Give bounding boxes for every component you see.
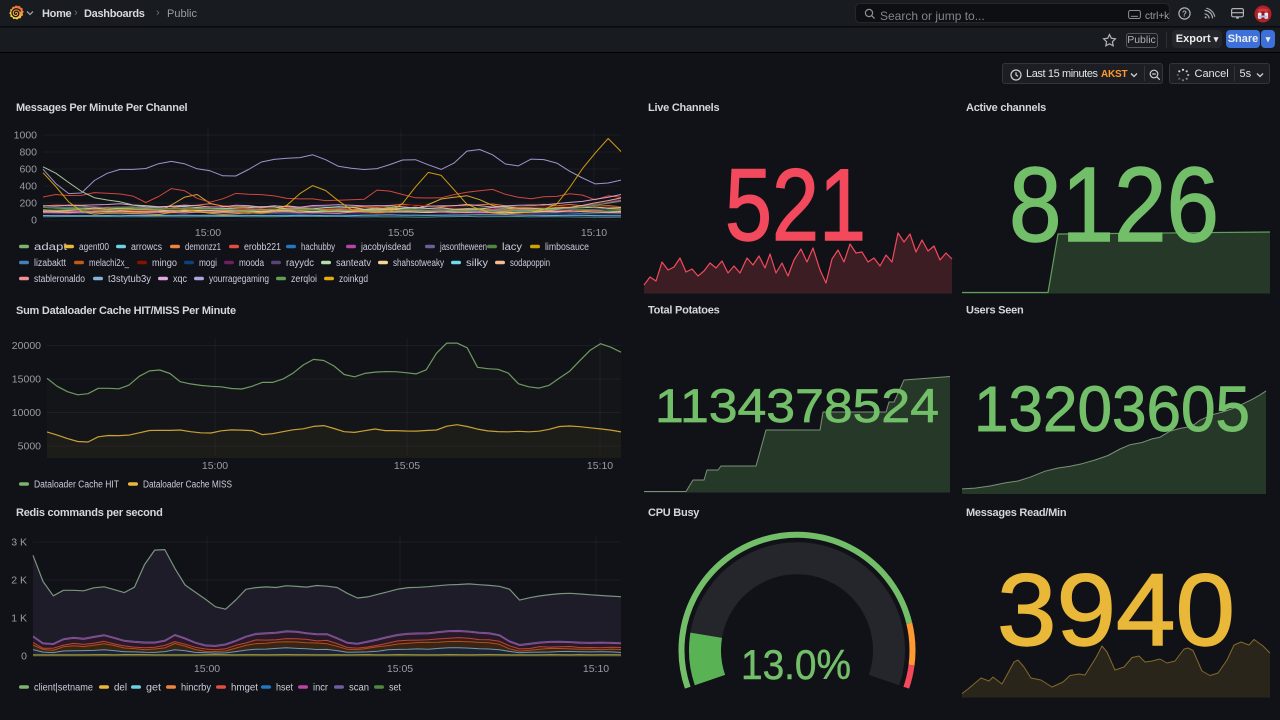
svg-text:15:10: 15:10 xyxy=(583,663,609,675)
svg-text:sodapoppin: sodapoppin xyxy=(510,258,550,269)
svg-text:stableronaldo: stableronaldo xyxy=(34,274,85,285)
svg-text:client|setname: client|setname xyxy=(34,683,93,694)
svg-text:15:05: 15:05 xyxy=(394,460,420,472)
svg-text:3 K: 3 K xyxy=(11,537,27,549)
svg-text:Dataloader Cache MISS: Dataloader Cache MISS xyxy=(143,480,232,491)
svg-text:2 K: 2 K xyxy=(11,575,27,587)
svg-text:demonzz1: demonzz1 xyxy=(185,242,221,253)
svg-text:8126: 8126 xyxy=(1009,146,1219,264)
svg-text:hmget: hmget xyxy=(231,683,258,694)
svg-text:Redis commands per second: Redis commands per second xyxy=(16,507,163,519)
svg-text:mingo: mingo xyxy=(152,258,177,269)
svg-text:zoinkgd: zoinkgd xyxy=(339,274,368,285)
svg-text:lizabaktt: lizabaktt xyxy=(34,258,66,269)
svg-text:Sum Dataloader Cache HIT/MISS: Sum Dataloader Cache HIT/MISS Per Minute xyxy=(16,305,236,317)
svg-text:400: 400 xyxy=(19,181,37,193)
svg-text:erobb221: erobb221 xyxy=(244,242,281,253)
svg-text:5000: 5000 xyxy=(18,441,42,453)
svg-text:xqc: xqc xyxy=(173,274,187,285)
svg-text:hachubby: hachubby xyxy=(301,242,335,253)
svg-text:13.0%: 13.0% xyxy=(741,641,851,688)
svg-text:15:00: 15:00 xyxy=(194,663,220,675)
svg-text:15:05: 15:05 xyxy=(388,227,414,239)
svg-text:20000: 20000 xyxy=(12,340,41,352)
svg-text:Live Channels: Live Channels xyxy=(648,102,719,114)
svg-text:Total Potatoes: Total Potatoes xyxy=(648,305,720,317)
svg-text:15000: 15000 xyxy=(12,374,41,386)
svg-text:melachi2x_: melachi2x_ xyxy=(89,258,129,269)
svg-text:silky: silky xyxy=(466,258,488,269)
svg-text:Dataloader Cache HIT: Dataloader Cache HIT xyxy=(34,480,119,491)
svg-text:jacobyisdead: jacobyisdead xyxy=(360,242,411,253)
svg-text:incr: incr xyxy=(313,683,329,694)
svg-text:200: 200 xyxy=(19,198,37,210)
svg-text:shahsotweaky: shahsotweaky xyxy=(393,258,444,269)
svg-text:15:10: 15:10 xyxy=(581,227,607,239)
svg-text:mogi: mogi xyxy=(199,258,217,269)
svg-text:rayydc: rayydc xyxy=(286,258,314,269)
svg-text:13203605: 13203605 xyxy=(974,373,1250,445)
svg-text:521: 521 xyxy=(725,148,866,262)
svg-text:del: del xyxy=(114,683,127,694)
svg-text:set: set xyxy=(389,683,401,694)
svg-text:get: get xyxy=(146,683,161,694)
svg-text:CPU Busy: CPU Busy xyxy=(648,507,700,519)
svg-text:scan: scan xyxy=(349,683,369,694)
svg-text:3940: 3940 xyxy=(997,553,1235,667)
svg-text:15:10: 15:10 xyxy=(587,460,613,472)
svg-text:zerqloi: zerqloi xyxy=(291,274,317,285)
svg-text:0: 0 xyxy=(21,651,27,663)
svg-text:mooda: mooda xyxy=(239,258,264,269)
svg-text:600: 600 xyxy=(19,164,37,176)
svg-text:Messages Per Minute Per Channe: Messages Per Minute Per Channel xyxy=(16,102,188,114)
svg-text:1 K: 1 K xyxy=(11,613,27,625)
svg-text:yourragegaming: yourragegaming xyxy=(209,274,269,285)
svg-text:Users Seen: Users Seen xyxy=(966,305,1024,317)
svg-text:Messages Read/Min: Messages Read/Min xyxy=(966,507,1067,519)
svg-text:15:00: 15:00 xyxy=(202,460,228,472)
svg-text:arrowcs: arrowcs xyxy=(131,242,162,253)
svg-text:15:05: 15:05 xyxy=(387,663,413,675)
svg-text:limbosauce: limbosauce xyxy=(545,242,589,253)
svg-text:t3stytub3y: t3stytub3y xyxy=(108,274,151,285)
svg-text:hset: hset xyxy=(276,683,293,694)
svg-text:15:00: 15:00 xyxy=(195,227,221,239)
svg-text:jasontheween: jasontheween xyxy=(439,242,487,253)
svg-text:adapt: adapt xyxy=(34,242,67,253)
svg-text:hincrby: hincrby xyxy=(181,683,211,694)
svg-text:1000: 1000 xyxy=(14,130,38,142)
svg-text:800: 800 xyxy=(19,147,37,159)
svg-text:agent00: agent00 xyxy=(79,242,109,253)
svg-text:santeatv: santeatv xyxy=(336,258,371,269)
svg-text:1134378524: 1134378524 xyxy=(655,379,939,432)
svg-text:Active channels: Active channels xyxy=(966,102,1046,114)
svg-text:0: 0 xyxy=(31,215,37,227)
svg-text:10000: 10000 xyxy=(12,407,41,419)
svg-text:?: ? xyxy=(1182,9,1187,18)
svg-text:lacy: lacy xyxy=(502,242,522,253)
